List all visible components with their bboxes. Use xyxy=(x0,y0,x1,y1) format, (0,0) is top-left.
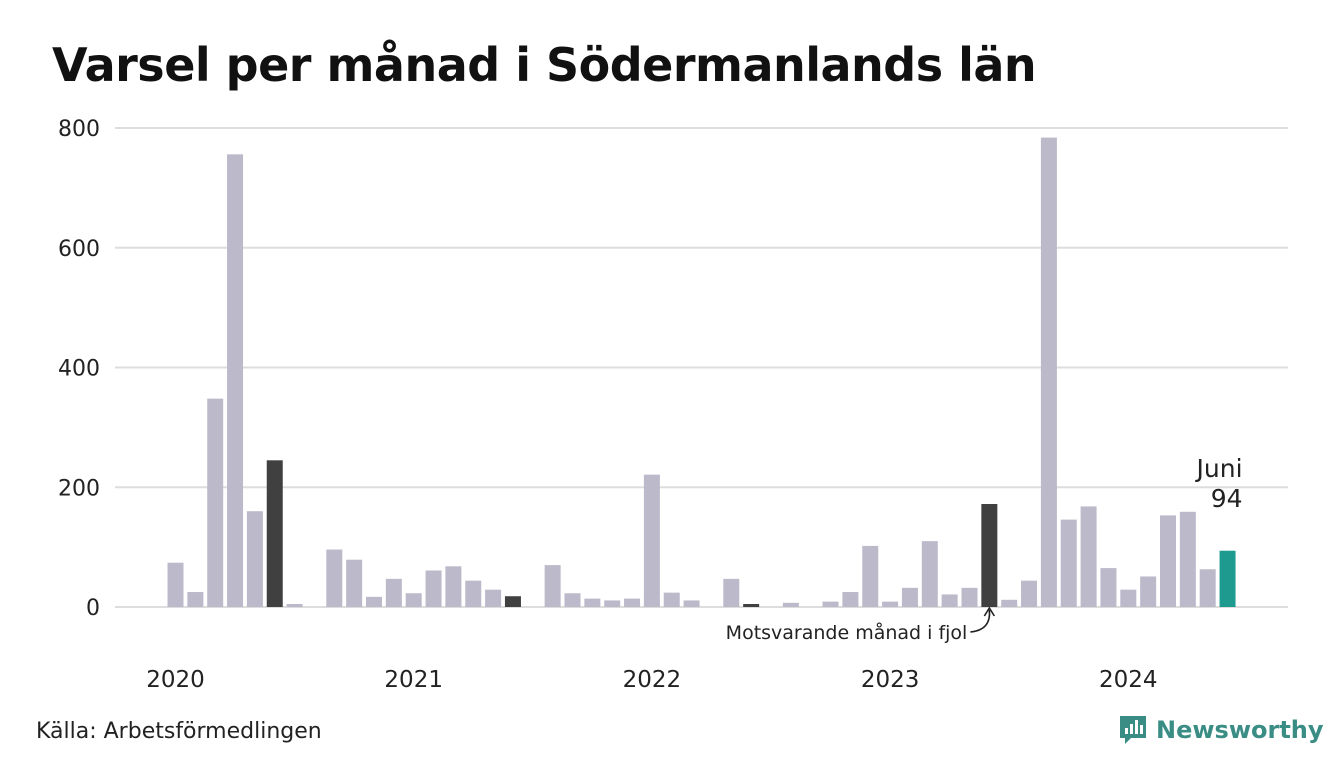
chart-title: Varsel per månad i Södermanlands län xyxy=(52,38,1037,92)
bars xyxy=(167,137,1236,607)
bar-2021-03 xyxy=(445,566,462,607)
brand: Newsworthy xyxy=(1118,714,1324,746)
y-tick-label: 200 xyxy=(58,476,100,501)
x-axis-ticks: 2020 2021 2022 2023 2024 xyxy=(146,667,1157,693)
y-tick-label: 800 xyxy=(58,117,100,142)
x-tick-label: 2022 xyxy=(623,667,682,693)
bar-2020-03 xyxy=(207,398,224,607)
x-tick-label: 2023 xyxy=(861,667,920,693)
bar-2020-04 xyxy=(227,154,244,607)
bar-2024-05 xyxy=(1199,569,1216,607)
bar-2022-03 xyxy=(683,600,700,607)
bar-2021-12 xyxy=(624,598,641,607)
bar-2023-04 xyxy=(941,594,958,607)
bar-2020-11 xyxy=(366,596,382,607)
current-value-label: 94 xyxy=(1211,484,1243,513)
bar-2021-08 xyxy=(544,565,561,607)
bar-2021-02 xyxy=(425,570,442,607)
bar-2021-09 xyxy=(564,593,581,607)
bar-2020-02 xyxy=(187,592,204,607)
bar-2020-06 xyxy=(266,460,283,607)
bar-2022-12 xyxy=(862,545,879,607)
bar-2020-10 xyxy=(346,559,363,607)
bar-2023-02 xyxy=(901,587,918,607)
x-tick-label: 2021 xyxy=(384,667,443,693)
bar-2023-12 xyxy=(1100,568,1117,607)
bar-2024-01 xyxy=(1120,589,1137,607)
bar-2023-01 xyxy=(882,601,899,607)
annotation-arrowhead xyxy=(983,606,996,617)
bar-2022-11 xyxy=(842,592,859,607)
bar-2022-05 xyxy=(723,578,740,607)
bar-2023-03 xyxy=(921,541,938,607)
bar-2024-02 xyxy=(1140,576,1157,607)
x-tick-label: 2024 xyxy=(1099,667,1158,693)
bar-2021-01 xyxy=(405,593,422,607)
bar-2022-02 xyxy=(663,592,680,607)
bar-2022-06 xyxy=(743,604,760,607)
annotation-arrow xyxy=(970,609,991,633)
bar-2024-06 xyxy=(1219,550,1236,607)
bar-2020-09 xyxy=(326,549,343,607)
gridlines xyxy=(115,127,1288,608)
bar-2022-08 xyxy=(782,602,799,607)
y-axis-ticks: 0 200 400 600 800 xyxy=(58,117,100,621)
current-month-label: Juni xyxy=(1195,454,1243,483)
bar-2022-10 xyxy=(822,601,839,607)
newsworthy-logo-icon xyxy=(1120,716,1146,744)
bar-2023-05 xyxy=(961,587,978,607)
bar-2021-04 xyxy=(465,580,482,607)
bar-2021-05 xyxy=(485,589,502,607)
x-tick-label: 2020 xyxy=(146,667,205,693)
brand-name: Newsworthy xyxy=(1156,716,1324,744)
bar-2020-07 xyxy=(286,604,303,607)
bar-2023-09 xyxy=(1040,137,1057,607)
y-tick-label: 400 xyxy=(58,357,100,382)
bar-2022-01 xyxy=(643,474,660,607)
bar-2021-10 xyxy=(584,598,601,607)
bar-2021-11 xyxy=(604,600,621,607)
bar-2021-06 xyxy=(504,596,521,607)
y-tick-label: 0 xyxy=(86,596,100,621)
bar-2020-01 xyxy=(167,562,184,607)
y-tick-label: 600 xyxy=(58,237,100,262)
bar-2023-06 xyxy=(981,504,998,607)
source-note: Källa: Arbetsförmedlingen xyxy=(36,719,322,744)
bar-2023-10 xyxy=(1060,519,1077,607)
bar-2020-05 xyxy=(246,511,263,607)
bar-2023-07 xyxy=(1001,599,1018,607)
bar-2024-03 xyxy=(1160,515,1176,607)
bar-2023-11 xyxy=(1080,506,1097,607)
bar-2023-08 xyxy=(1021,580,1038,607)
bar-2020-12 xyxy=(385,578,402,607)
bar-2024-04 xyxy=(1179,511,1196,607)
previous-year-annotation: Motsvarande månad i fjol xyxy=(726,621,968,644)
